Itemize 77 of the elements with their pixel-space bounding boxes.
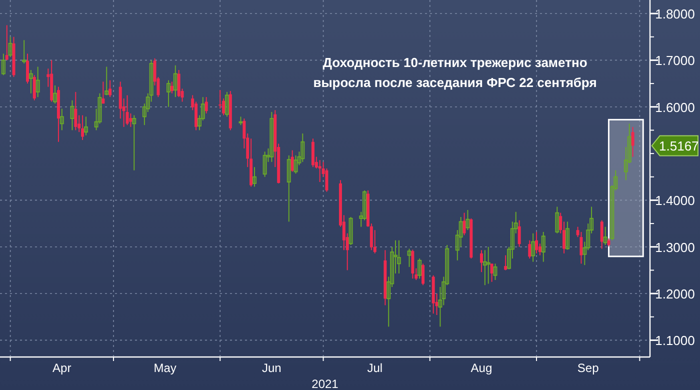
candlestick — [36, 66, 40, 98]
candlestick — [1, 53, 6, 76]
candlestick — [462, 212, 466, 236]
candlestick — [504, 254, 508, 271]
candlestick — [173, 64, 178, 98]
candlestick — [518, 220, 521, 248]
text: Доходность 10-летних трежерис заметно выросла после заседания ФРС 22 сентября — [313, 55, 597, 90]
candlestick — [531, 232, 536, 262]
candlestick — [396, 240, 401, 274]
candlestick — [600, 220, 604, 250]
candlestick — [490, 263, 494, 282]
y-tick-label: 1.1000 — [655, 333, 695, 348]
y-tick-label: 1.3000 — [655, 240, 695, 255]
candlestick — [262, 151, 267, 178]
x-tick-label: Jul — [367, 361, 383, 375]
candlestick — [28, 70, 33, 94]
y-tick-label: 1.6000 — [655, 100, 695, 115]
candlestick — [26, 53, 30, 84]
candlestick — [218, 90, 222, 110]
candlestick — [22, 40, 26, 64]
x-tick-label: Jun — [262, 361, 282, 375]
candlestick — [541, 231, 546, 262]
candlestick — [631, 126, 634, 158]
candlestick — [528, 240, 532, 260]
candlestick — [177, 70, 180, 98]
candlestick — [311, 138, 314, 168]
candlestick — [170, 81, 174, 94]
candlestick — [70, 100, 74, 131]
annotation: 1.5167 — [659, 138, 699, 154]
candlestick — [252, 166, 256, 188]
candlestick — [348, 216, 353, 246]
candlestick — [74, 91, 78, 131]
candlestick — [482, 250, 487, 286]
candlestick — [102, 81, 105, 104]
candlestick — [603, 226, 608, 246]
candlestick — [104, 66, 109, 96]
candlestick — [480, 250, 483, 273]
candlestick — [294, 154, 298, 174]
candlestick — [555, 206, 560, 234]
candlestick — [129, 112, 132, 128]
candlestick — [290, 150, 294, 172]
x-tick-label: May — [154, 361, 176, 375]
candlestick — [466, 210, 470, 231]
candlestick — [60, 108, 64, 131]
x-tick-label: Apr — [52, 361, 72, 375]
candlestick — [565, 221, 570, 250]
candlestick — [270, 112, 274, 162]
candlestick — [166, 80, 171, 108]
candlestick — [32, 74, 36, 101]
candlestick — [300, 132, 305, 162]
y-tick-label: 1.8000 — [655, 6, 695, 22]
candlestick — [204, 96, 208, 114]
candlestick — [535, 231, 538, 254]
candlestick — [407, 248, 412, 268]
candlestick — [493, 263, 498, 280]
y-tick-label: 1.7000 — [655, 53, 695, 68]
candlestick — [81, 114, 84, 140]
x-tick-label: Sep — [577, 361, 600, 375]
candlestick — [126, 94, 129, 126]
candlestick — [422, 263, 425, 286]
candlestick — [5, 24, 8, 61]
y-tick-label: 1.2000 — [655, 286, 695, 302]
candlestick — [108, 80, 112, 98]
candlestick — [486, 246, 490, 284]
x-tick-label: Aug — [470, 361, 492, 375]
x-axis-title: 2021 — [312, 377, 339, 390]
candlestick — [132, 114, 136, 171]
candlestick — [580, 231, 583, 264]
candlestick — [53, 84, 58, 104]
candlestick — [224, 91, 229, 118]
candlestick — [84, 116, 88, 136]
candlestick — [318, 160, 322, 182]
candlestick — [286, 154, 291, 222]
candlestick — [8, 36, 12, 58]
candlestick — [411, 249, 414, 280]
y-tick-label: 1.4000 — [655, 193, 695, 208]
candlestick — [418, 258, 422, 280]
